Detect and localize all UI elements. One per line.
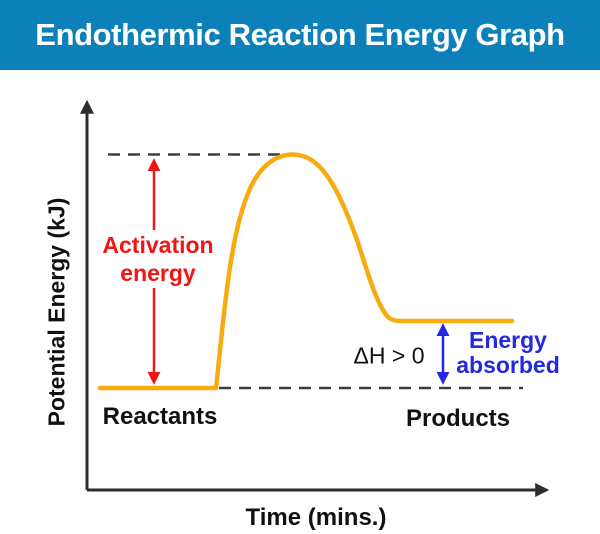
- page-title: Endothermic Reaction Energy Graph: [35, 17, 565, 52]
- x-axis-label: Time (mins.): [245, 504, 387, 531]
- energy-absorbed-label-line1: Energy: [469, 327, 547, 353]
- reaction-energy-curve: [97, 152, 515, 391]
- y-axis-label: Potential Energy (kJ): [43, 197, 70, 427]
- activation-energy-label: Activation energy: [96, 230, 220, 288]
- energy-absorbed-label: Energy absorbed: [456, 328, 560, 378]
- activation-energy-label-line1: Activation: [102, 232, 214, 258]
- products-label: Products: [405, 405, 511, 432]
- title-banner: Endothermic Reaction Energy Graph: [0, 0, 600, 70]
- delta-h-label: ΔH > 0: [353, 342, 425, 369]
- reactants-label: Reactants: [102, 403, 218, 430]
- energy-absorbed-label-line2: absorbed: [456, 352, 560, 378]
- activation-energy-label-line2: energy: [120, 260, 196, 286]
